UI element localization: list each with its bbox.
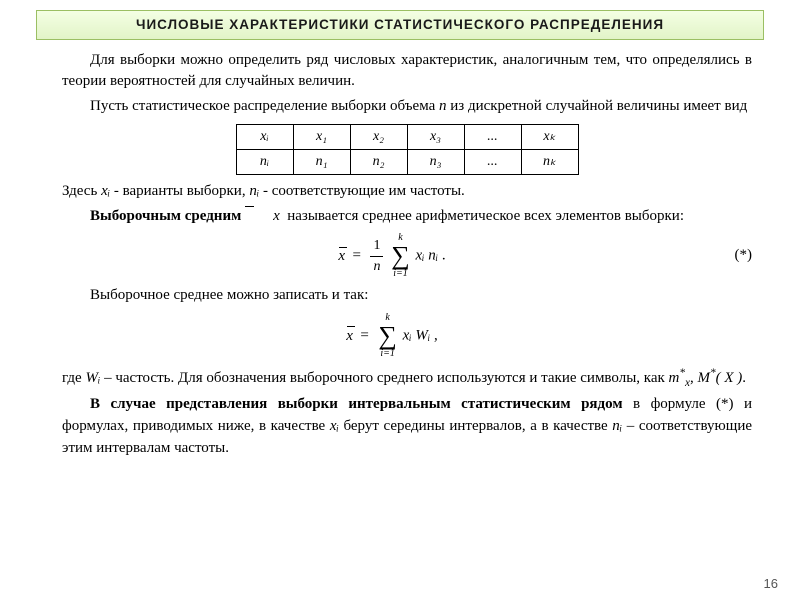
var-n: n <box>439 98 447 114</box>
numerator: 1 <box>370 236 383 257</box>
cell: nₖ <box>521 149 578 174</box>
sym-M-arg: ( X ) <box>716 370 743 386</box>
text: - соответствующие им частоты. <box>259 183 465 199</box>
page-number: 16 <box>764 575 778 594</box>
text: берут середины интервалов, а в качестве <box>339 418 612 434</box>
fraction: 1 n <box>370 236 383 278</box>
sigma-icon: ∑ <box>391 243 410 269</box>
cell: ... <box>464 149 521 174</box>
sum-lower: i=1 <box>391 269 410 279</box>
sigma-sum: k ∑ i=1 <box>378 313 397 359</box>
var-xi: xᵢ <box>101 183 110 199</box>
sum-lower: i=1 <box>378 349 397 359</box>
symbol-xbar: x <box>338 246 345 268</box>
symbol-xbar: x <box>346 326 353 348</box>
sum-term: xᵢ nᵢ <box>416 248 439 264</box>
formula-label: (*) <box>722 245 752 267</box>
sym-m: m <box>669 370 680 386</box>
paragraph-intro: Для выборки можно определить ряд числовы… <box>62 50 752 94</box>
sum-term: xᵢ Wᵢ <box>403 328 431 344</box>
text: из дискретной случайной величины имеет в… <box>447 98 748 114</box>
text: где <box>62 370 85 386</box>
cell: x₁ <box>293 124 350 149</box>
distribution-table: xᵢ x₁ x₂ x₃ ... xₖ nᵢ n₁ n₂ n₃ ... nₖ <box>236 124 579 175</box>
text: называется среднее арифметическое всех э… <box>283 208 684 224</box>
paragraph-table-desc: Здесь xᵢ - варианты выборки, nᵢ - соотве… <box>62 181 752 203</box>
table-row: nᵢ n₁ n₂ n₃ ... nₖ <box>236 149 578 174</box>
formula-body: x = k ∑ i=1 xᵢ Wᵢ , <box>62 313 722 359</box>
text: Здесь <box>62 183 101 199</box>
var-ni: nᵢ <box>612 418 622 434</box>
text: Пусть статистическое распределение выбор… <box>90 98 439 114</box>
sigma-icon: ∑ <box>378 323 397 349</box>
sym-M: M <box>698 370 711 386</box>
sigma-sum: k ∑ i=1 <box>391 233 410 279</box>
cell: x₂ <box>350 124 407 149</box>
header-title: ЧИСЛОВЫЕ ХАРАКТЕРИСТИКИ СТАТИСТИЧЕСКОГО … <box>136 17 664 32</box>
paragraph-interval: В случае представления выборки интерваль… <box>62 394 752 459</box>
paragraph-wi: где Wᵢ – частость. Для обозначения выбор… <box>62 365 752 391</box>
definition-sample-mean: Выборочным средним x называется среднее … <box>62 206 752 228</box>
var-ni: nᵢ <box>249 183 259 199</box>
formula-mean-alt: x = k ∑ i=1 xᵢ Wᵢ , <box>62 313 752 359</box>
var-xi: xᵢ <box>330 418 339 434</box>
cell: n₂ <box>350 149 407 174</box>
table-row: xᵢ x₁ x₂ x₃ ... xₖ <box>236 124 578 149</box>
paragraph-altform: Выборочное среднее можно записать и так: <box>62 285 752 307</box>
text: - варианты выборки, <box>110 183 249 199</box>
header-banner: ЧИСЛОВЫЕ ХАРАКТЕРИСТИКИ СТАТИСТИЧЕСКОГО … <box>36 10 764 40</box>
symbol-xbar: x <box>245 206 280 228</box>
text: – частость. Для обозначения выборочного … <box>100 370 668 386</box>
term-bold: Выборочным средним <box>90 208 245 224</box>
cell: xᵢ <box>236 124 293 149</box>
var-wi: Wᵢ <box>85 370 100 386</box>
cell: xₖ <box>521 124 578 149</box>
text: . <box>742 370 746 386</box>
text: , <box>690 370 698 386</box>
paragraph-setup: Пусть статистическое распределение выбор… <box>62 96 752 118</box>
cell: n₁ <box>293 149 350 174</box>
cell: x₃ <box>407 124 464 149</box>
cell: nᵢ <box>236 149 293 174</box>
denominator: n <box>370 257 383 277</box>
content-region: Для выборки можно определить ряд числовы… <box>0 46 800 460</box>
text-bold: В случае представления выборки интерваль… <box>90 396 623 412</box>
formula-mean: x = 1 n k ∑ i=1 xᵢ nᵢ . (*) <box>62 233 752 279</box>
cell: n₃ <box>407 149 464 174</box>
cell: ... <box>464 124 521 149</box>
formula-body: x = 1 n k ∑ i=1 xᵢ nᵢ . <box>62 233 722 279</box>
